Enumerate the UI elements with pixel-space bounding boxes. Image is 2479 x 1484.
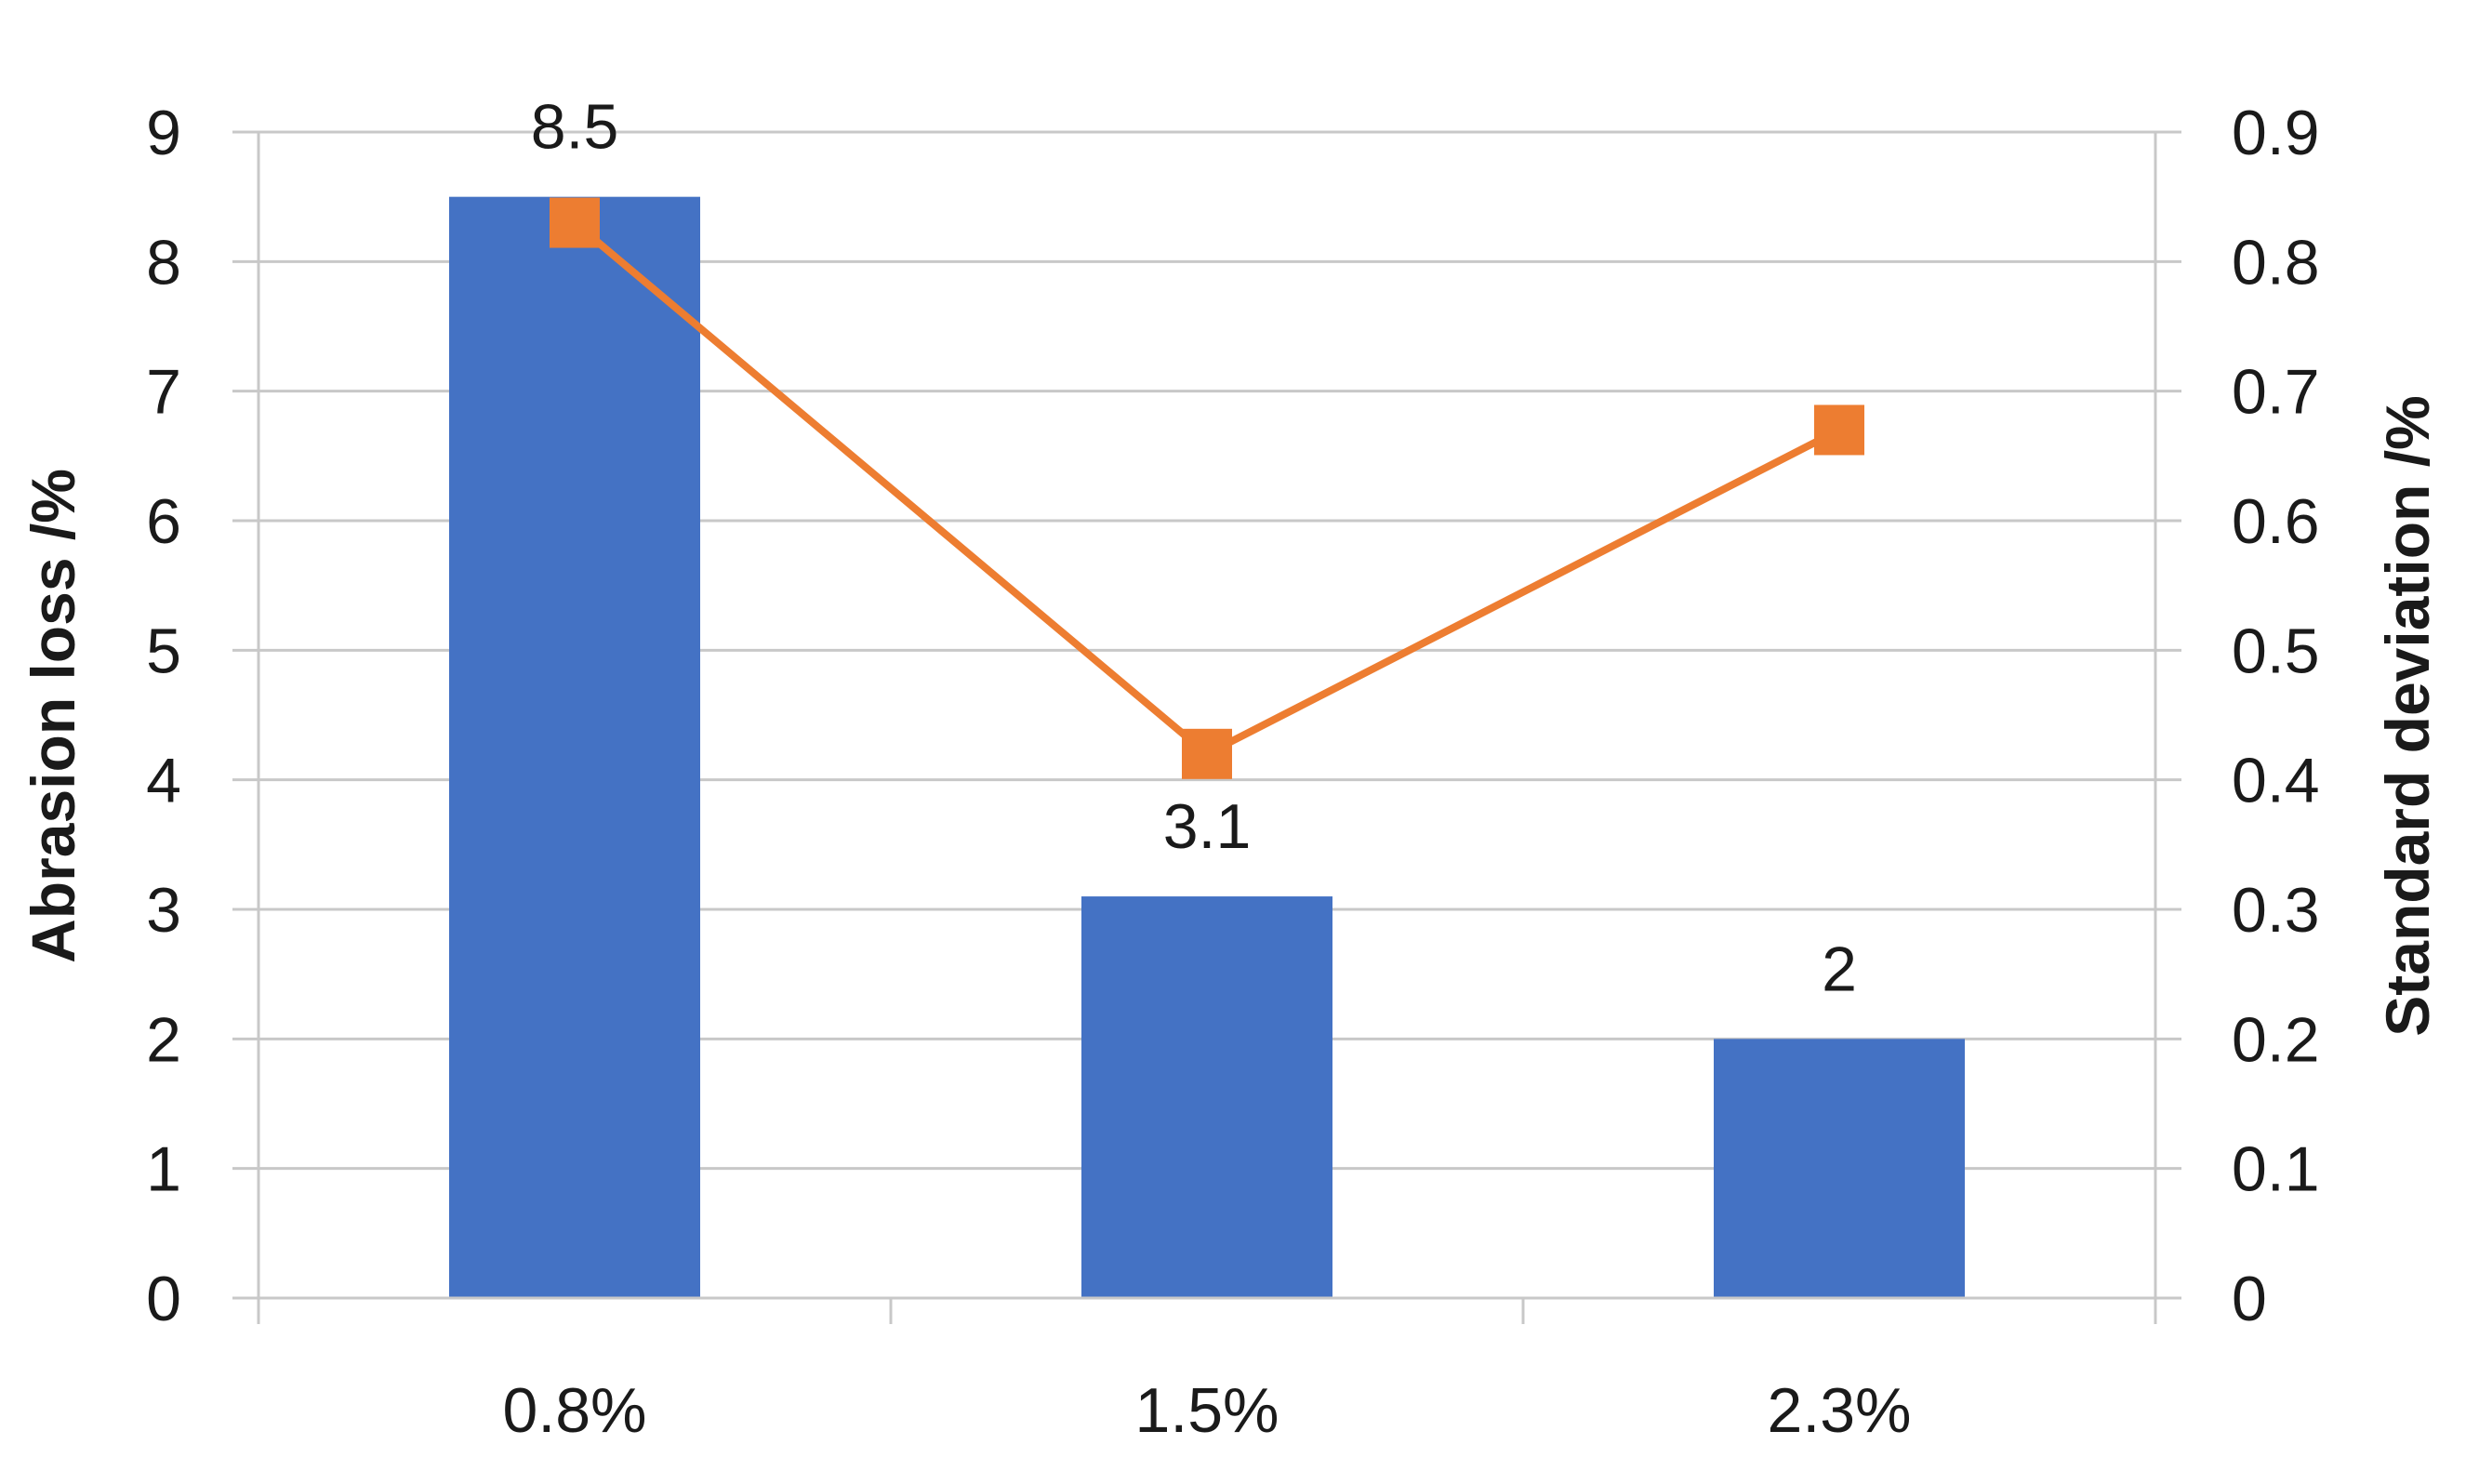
y-axis-title: Abrasion loss /%	[19, 469, 87, 963]
bar	[449, 196, 700, 1299]
line-marker	[1814, 404, 1864, 456]
y2-tick-label: 0.1	[2232, 1134, 2320, 1205]
line-marker	[1182, 728, 1232, 779]
labels: 0 1 2 3 4 5 6 7 8 9 0 0.1 0.2 0.3 0.4 0.5 0.6 0.7 0.8 0.9 0.…	[146, 92, 2319, 1446]
x-tick-label: 1.5%	[1135, 1375, 1279, 1446]
line-marker	[550, 197, 600, 248]
y-tick-label: 9	[146, 98, 181, 168]
y-tick-label: 3	[146, 875, 181, 946]
y2-tick-label: 0.3	[2232, 875, 2320, 946]
y2-tick-label: 0.9	[2232, 98, 2320, 168]
data-label: 3.1	[1163, 791, 1252, 862]
y-tick-label: 1	[146, 1134, 181, 1205]
y2-tick-label: 0.7	[2232, 357, 2320, 428]
y2-tick-label: 0.6	[2232, 486, 2320, 557]
y-tick-label: 0	[146, 1264, 181, 1334]
y2-axis-title: Standard deviation /%	[2373, 395, 2442, 1036]
y-tick-label: 8	[146, 227, 181, 298]
y2-tick-label: 0.5	[2232, 616, 2320, 686]
y2-tick-label: 0.8	[2232, 227, 2320, 298]
y2-tick-label: 0	[2232, 1264, 2267, 1334]
y2-tick-label: 0.4	[2232, 746, 2320, 816]
line-series	[550, 197, 1864, 779]
y-tick-label: 6	[146, 486, 181, 557]
y-tick-label: 5	[146, 616, 181, 686]
axes	[232, 130, 2181, 1324]
y-tick-label: 2	[146, 1004, 181, 1075]
x-tick-label: 2.3%	[1768, 1375, 1912, 1446]
bar	[1081, 896, 1332, 1298]
x-tick-label: 0.8%	[503, 1375, 647, 1446]
bar-series	[449, 196, 1965, 1299]
data-label: 8.5	[531, 92, 619, 163]
data-label: 2	[1822, 934, 1857, 1004]
line-path	[572, 219, 1841, 758]
y-tick-label: 7	[146, 357, 181, 428]
y2-tick-label: 0.2	[2232, 1004, 2320, 1075]
bar	[1714, 1039, 1965, 1298]
y-tick-label: 4	[146, 746, 181, 816]
